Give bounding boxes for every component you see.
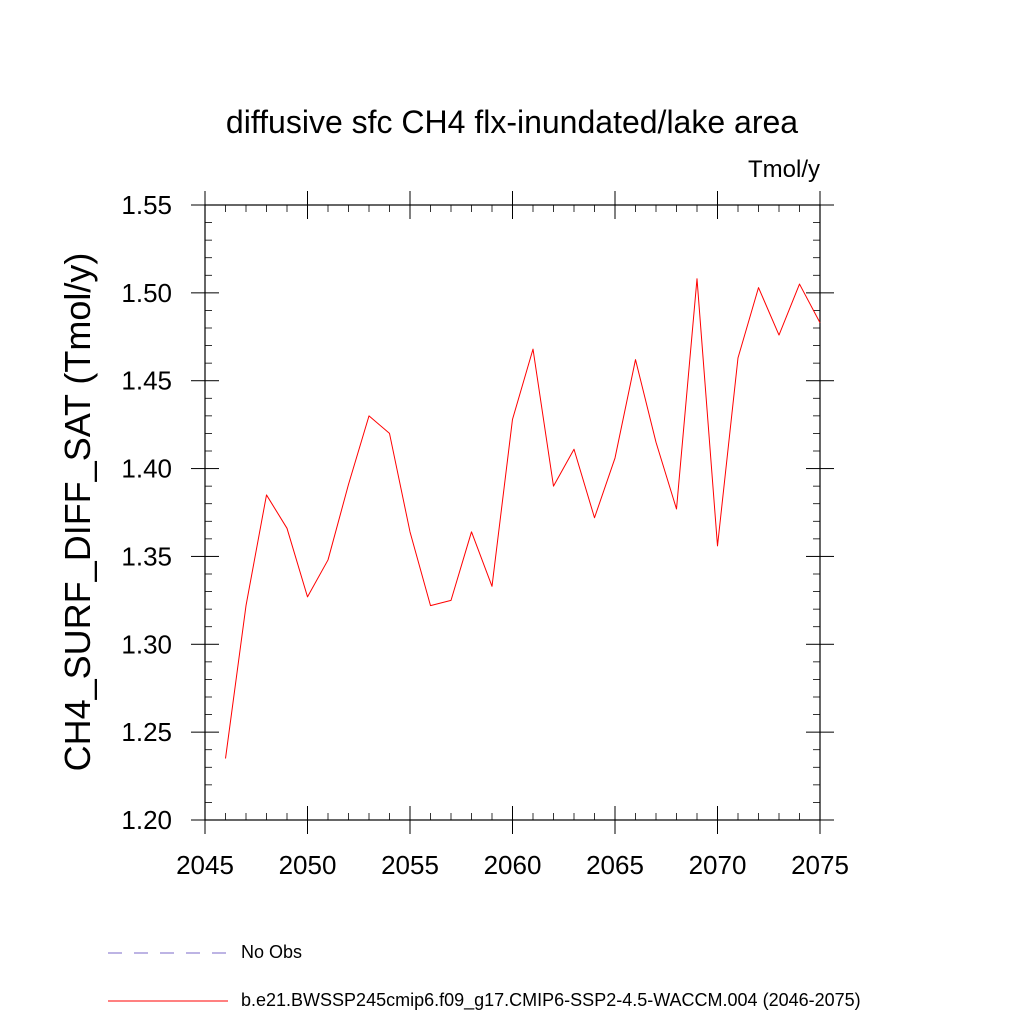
- chart-title: diffusive sfc CH4 flx-inundated/lake are…: [225, 104, 799, 140]
- units-label: Tmol/y: [748, 156, 820, 183]
- y-tick-label: 1.55: [121, 190, 172, 220]
- x-tick-label: 2070: [689, 850, 747, 880]
- y-tick-label: 1.45: [121, 366, 172, 396]
- legend-label-no-obs: No Obs: [241, 942, 303, 962]
- y-tick-label: 1.30: [121, 629, 172, 659]
- x-tick-label: 2050: [279, 850, 337, 880]
- x-tick-label: 2065: [586, 850, 644, 880]
- x-tick-label: 2045: [176, 850, 234, 880]
- legend-label-model-run: b.e21.BWSSP245cmip6.f09_g17.CMIP6-SSP2-4…: [241, 990, 861, 1010]
- series-layer: [225, 278, 821, 759]
- plot-frame: [204, 204, 821, 821]
- y-tick-label: 1.25: [121, 717, 172, 747]
- y-tick-label: 1.40: [121, 454, 172, 484]
- y-tick-label: 1.50: [121, 278, 172, 308]
- y-tick-label: 1.20: [121, 805, 172, 835]
- x-tick-label: 2055: [381, 850, 439, 880]
- axis-ticks: [191, 191, 834, 834]
- x-tick-label: 2075: [791, 850, 849, 880]
- y-axis-label: CH4_SURF_DIFF_SAT (Tmol/y): [57, 252, 98, 772]
- x-tick-label: 2060: [484, 850, 542, 880]
- y-tick-label: 1.35: [121, 541, 172, 571]
- legend: [108, 952, 228, 1002]
- series-line-1: [225, 278, 821, 759]
- axis-tick-labels: 2045 2050 2055 2060 2065 2070 2075 1.20 1.25 1.30…: [121, 190, 849, 880]
